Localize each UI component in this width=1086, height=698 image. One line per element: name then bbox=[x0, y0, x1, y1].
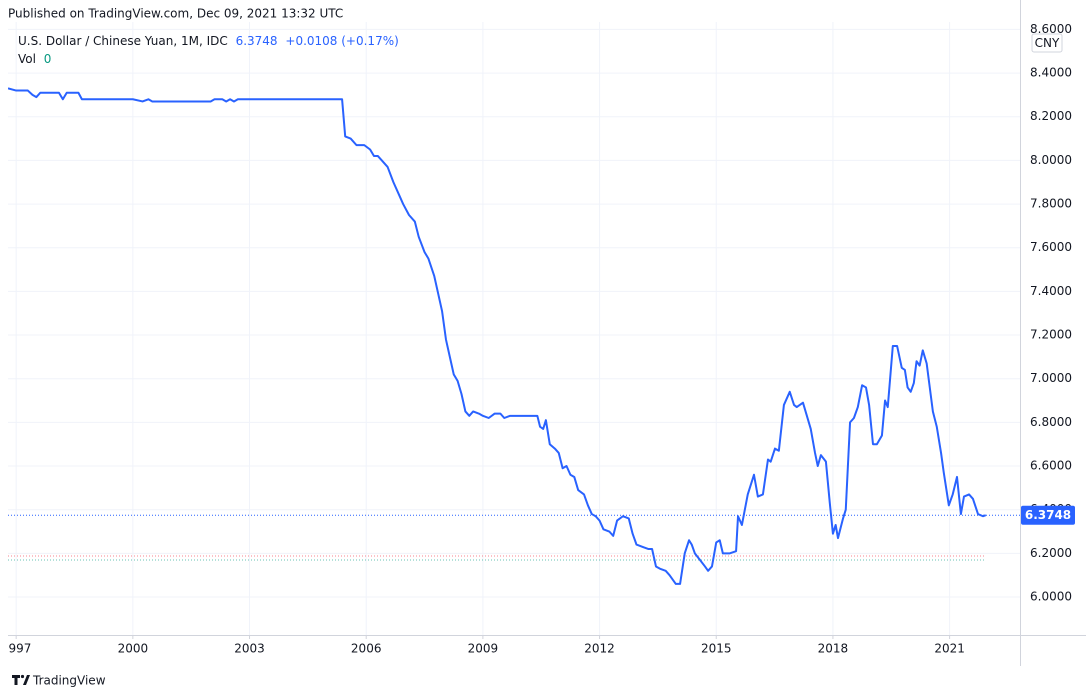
y-tick-label: 6.6000 bbox=[1030, 459, 1072, 473]
legend-line: U.S. Dollar / Chinese Yuan, 1M, IDC 6.37… bbox=[18, 34, 399, 48]
x-axis: 1997 2000 2003 2006 2009 2012 2015 2018 2021 bbox=[1, 636, 965, 656]
y-tick-label: 7.0000 bbox=[1030, 371, 1072, 385]
last-price: 6.3748 bbox=[236, 34, 278, 48]
x-tick-label: 1997 bbox=[1, 642, 32, 656]
x-tick-label: 2006 bbox=[351, 642, 382, 656]
x-tick-label: 2003 bbox=[234, 642, 265, 656]
x-tick-label: 2009 bbox=[468, 642, 499, 656]
currency-box[interactable] bbox=[1031, 33, 1063, 53]
currency[interactable]: CNY bbox=[1035, 36, 1060, 50]
x-tick-label: 2012 bbox=[584, 642, 615, 656]
symbol: U.S. Dollar / Chinese Yuan, 1M, IDC bbox=[18, 34, 228, 48]
volume-label: Vol bbox=[18, 52, 36, 66]
grid bbox=[8, 22, 1020, 635]
y-tick-label: 8.2000 bbox=[1030, 109, 1072, 123]
y-tick-label: 6.8000 bbox=[1030, 415, 1072, 429]
volume-value: 0 bbox=[44, 52, 52, 66]
price-line bbox=[8, 87, 987, 585]
x-tick-label: 2018 bbox=[818, 642, 849, 656]
y-tick-label: 6.2000 bbox=[1030, 546, 1072, 560]
y-tick-label: 6.0000 bbox=[1030, 590, 1072, 604]
x-tick-label: 2015 bbox=[701, 642, 732, 656]
plot bbox=[8, 87, 1020, 585]
y-tick-label: 7.2000 bbox=[1030, 328, 1072, 342]
y-tick-label: 7.4000 bbox=[1030, 284, 1072, 298]
brand-logo bbox=[12, 674, 30, 685]
volume-line: Vol 0 bbox=[18, 52, 51, 66]
brand: TradingView bbox=[32, 674, 106, 688]
y-tick-label: 8.0000 bbox=[1030, 153, 1072, 167]
y-tick-label: 8.4000 bbox=[1030, 66, 1072, 80]
x-tick-label: 2021 bbox=[934, 642, 965, 656]
y-tick-label: 8.6000 bbox=[1030, 22, 1072, 36]
price-label: 6.3748 bbox=[1025, 508, 1071, 522]
y-tick-label: 7.8000 bbox=[1030, 197, 1072, 211]
price-label-box bbox=[1021, 505, 1075, 525]
y-tick-label: 7.6000 bbox=[1030, 240, 1072, 254]
change: +0.0108 (+0.17%) bbox=[285, 34, 398, 48]
x-tick-label: 2000 bbox=[118, 642, 149, 656]
published: Published on TradingView.com, Dec 09, 20… bbox=[8, 7, 343, 21]
y-axis: 6.00006.20006.40006.60006.80007.00007.20… bbox=[1030, 22, 1072, 604]
